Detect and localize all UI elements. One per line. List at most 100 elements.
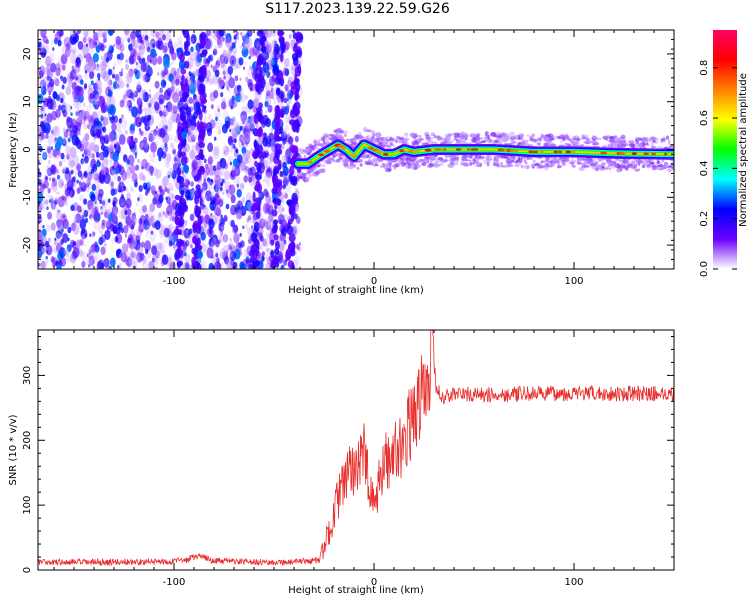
- streak-speckle: [199, 92, 206, 104]
- ridge-halo: [447, 163, 455, 168]
- ridge-halo: [635, 159, 643, 164]
- noise-speckle: [94, 200, 97, 205]
- ridge-halo: [534, 163, 540, 167]
- noise-speckle: [150, 185, 156, 194]
- noise-speckle: [65, 85, 72, 96]
- noise-speckle: [132, 39, 139, 50]
- noise-speckle: [96, 129, 102, 138]
- streak-speckle: [275, 240, 280, 251]
- noise-speckle: [147, 133, 151, 138]
- noise-speckle: [247, 99, 254, 110]
- noise-speckle: [72, 89, 79, 100]
- noise-speckle: [102, 71, 109, 82]
- noise-speckle: [166, 160, 169, 165]
- ridge-halo: [470, 138, 477, 141]
- noise-speckle: [233, 224, 239, 233]
- noise-speckle: [264, 262, 272, 269]
- noise-speckle: [177, 36, 183, 45]
- ridge-halo: [630, 160, 634, 163]
- streak-speckle: [250, 232, 258, 243]
- noise-speckle: [145, 38, 150, 46]
- ridge-halo: [485, 155, 491, 160]
- noise-speckle: [234, 202, 239, 209]
- noise-speckle: [262, 238, 267, 247]
- ridge-halo: [532, 166, 535, 169]
- ridge-halo: [480, 137, 484, 140]
- noise-speckle: [182, 147, 187, 153]
- noise-speckle: [191, 144, 196, 151]
- noise-speckle: [217, 76, 224, 88]
- noise-speckle: [42, 35, 48, 44]
- noise-speckle: [148, 88, 152, 93]
- noise-speckle: [77, 30, 81, 35]
- noise-speckle: [45, 240, 50, 248]
- noise-speckle: [221, 123, 228, 134]
- noise-speckle: [284, 154, 289, 161]
- noise-speckle: [245, 36, 253, 48]
- noise-speckle: [159, 229, 166, 239]
- noise-speckle: [79, 249, 84, 257]
- noise-speckle: [163, 81, 166, 86]
- noise-speckle: [117, 186, 120, 191]
- noise-speckle: [296, 216, 301, 224]
- noise-speckle: [242, 225, 245, 229]
- noise-speckle: [58, 179, 64, 189]
- noise-speckle: [296, 243, 300, 250]
- streak-speckle: [179, 111, 187, 122]
- noise-speckle: [97, 77, 101, 81]
- noise-speckle: [149, 231, 156, 243]
- noise-speckle: [94, 41, 98, 46]
- noise-speckle: [160, 223, 163, 228]
- noise-speckle: [238, 57, 244, 66]
- noise-speckle: [114, 210, 118, 216]
- noise-speckle: [70, 204, 75, 212]
- noise-speckle: [240, 161, 246, 172]
- noise-speckle: [100, 144, 106, 151]
- noise-speckle: [144, 131, 147, 136]
- noise-speckle: [250, 87, 253, 92]
- noise-speckle: [45, 176, 48, 181]
- noise-speckle: [87, 123, 91, 130]
- ridge-halo: [484, 131, 489, 135]
- noise-speckle: [225, 146, 230, 153]
- noise-speckle: [42, 225, 45, 229]
- noise-speckle: [261, 251, 265, 257]
- noise-speckle: [168, 134, 173, 142]
- streak-speckle: [253, 221, 260, 232]
- ridge-halo: [642, 158, 648, 164]
- ridge-halo: [578, 158, 581, 163]
- noise-speckle: [213, 89, 219, 99]
- noise-speckle: [162, 211, 166, 216]
- noise-speckle: [249, 65, 252, 70]
- spectrogram-x-tick-label: -100: [163, 276, 186, 287]
- noise-speckle: [240, 137, 244, 142]
- noise-speckle: [233, 233, 240, 244]
- noise-speckle: [134, 155, 137, 159]
- noise-speckle: [147, 99, 153, 109]
- noise-speckle: [104, 209, 111, 219]
- noise-speckle: [147, 65, 151, 71]
- noise-speckle: [210, 191, 215, 199]
- noise-speckle: [89, 233, 92, 237]
- noise-speckle: [44, 200, 48, 206]
- noise-speckle: [228, 77, 236, 89]
- noise-speckle: [163, 124, 166, 129]
- noise-speckle: [130, 135, 134, 141]
- ridge-halo: [384, 162, 390, 167]
- noise-speckle: [125, 59, 128, 63]
- ridge-halo: [339, 156, 343, 160]
- noise-speckle: [129, 185, 134, 191]
- noise-speckle: [83, 141, 87, 149]
- streak-speckle: [272, 254, 278, 264]
- ridge-halo: [620, 143, 627, 148]
- noise-speckle: [71, 82, 77, 90]
- noise-speckle: [78, 90, 85, 101]
- noise-speckle: [170, 142, 175, 149]
- noise-speckle: [222, 37, 225, 42]
- noise-speckle: [218, 131, 221, 136]
- noise-speckle: [131, 253, 139, 265]
- ridge-halo: [510, 140, 514, 145]
- ridge-halo: [507, 164, 511, 168]
- noise-speckle: [150, 141, 157, 153]
- ridge-core-peak: [455, 148, 462, 151]
